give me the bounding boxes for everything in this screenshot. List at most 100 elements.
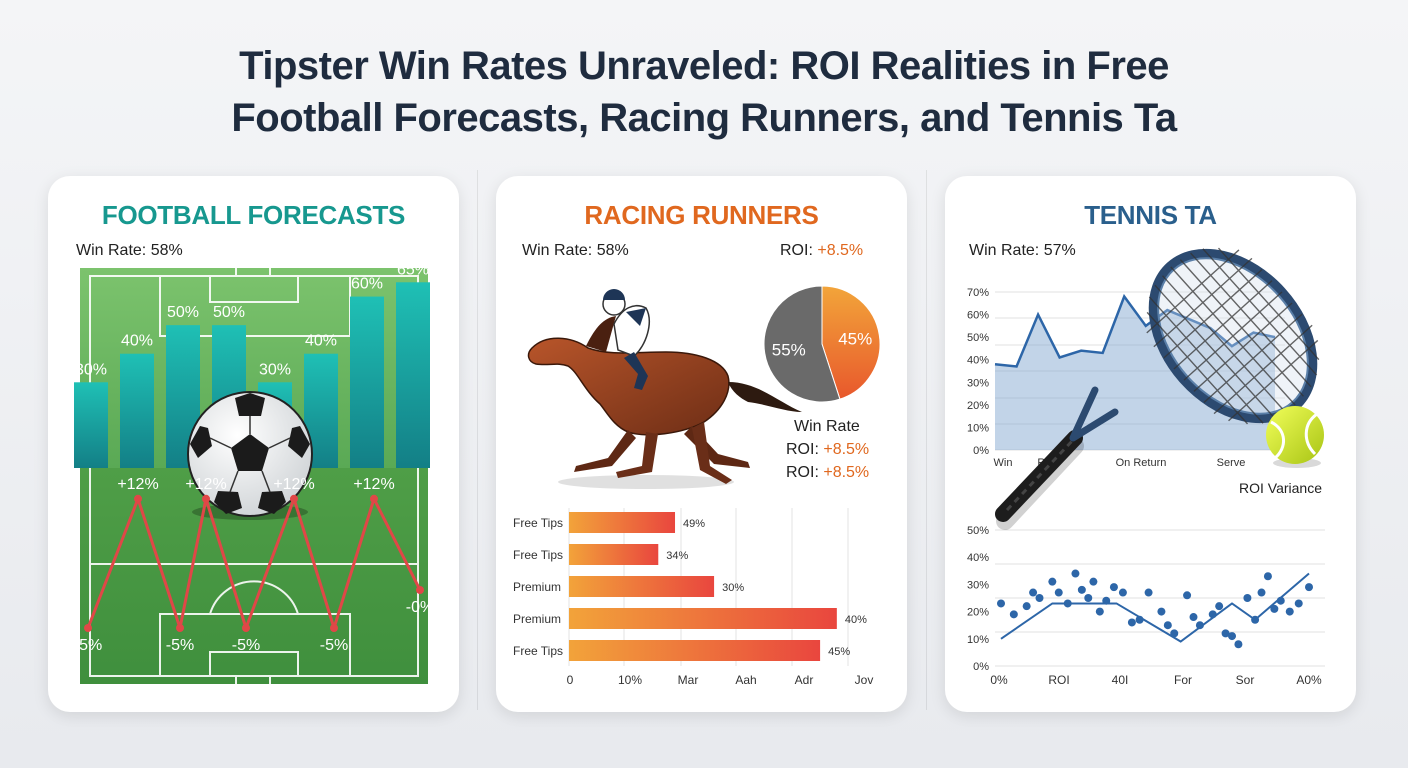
racing-title: RACING RUNNERS [584, 200, 819, 230]
tennis-scatter-y-tick: 0% [973, 661, 989, 673]
racing-x-tick: 10% [618, 673, 642, 687]
tennis-area-fill [995, 296, 1275, 450]
football-win-bar-label: 50% [213, 304, 245, 321]
tennis-scatter-x-tick: 40I [1112, 673, 1129, 687]
football-roi-point [176, 624, 184, 632]
football-roi-point [202, 494, 210, 503]
football-win-rate: Win Rate: 58% [76, 242, 183, 259]
football-win-bar-label: 30% [259, 361, 291, 378]
tennis-ball-icon [1266, 406, 1324, 468]
racing-bar-category: Free Tips [513, 548, 563, 562]
tennis-racket-icon [995, 247, 1320, 530]
tennis-scatter-point [1294, 599, 1303, 608]
tennis-scatter-point [1071, 569, 1080, 578]
football-win-bar [350, 296, 384, 468]
football-win-bar [396, 282, 430, 468]
tennis-scatter-point [1084, 594, 1093, 602]
tennis-scatter-point [1243, 594, 1252, 602]
tennis-scatter-point [1228, 632, 1236, 641]
tennis-scatter-point [1048, 577, 1057, 586]
racing-win-rate: Win Rate: 58% [522, 242, 629, 259]
tennis-scatter-point [1063, 599, 1072, 608]
racing-roi-line-1-value: +8.5% [823, 441, 870, 458]
racing-bar [569, 512, 676, 533]
tennis-scatter-point [1135, 615, 1144, 624]
racehorse-jockey-icon [527, 289, 802, 489]
football-win-bar [120, 353, 154, 468]
racing-bar [569, 544, 659, 565]
tennis-area-line [994, 293, 1276, 368]
football-roi-label: -0% [406, 599, 434, 616]
football-roi-point [290, 494, 298, 503]
racing-bar [569, 608, 837, 629]
tennis-scatter-point [1183, 591, 1192, 600]
tennis-scatter-point [1215, 602, 1224, 611]
football-roi-point [370, 494, 378, 503]
tennis-scatter-point [1054, 588, 1063, 597]
tennis-title: TENNIS TA [1084, 200, 1217, 230]
football-roi-label: -5% [320, 637, 348, 654]
tennis-scatter-point [1118, 588, 1127, 597]
tennis-scatter-point [1009, 610, 1018, 619]
tennis-area-y-tick: 60% [967, 310, 989, 322]
tennis-area-y-tick: 30% [967, 377, 989, 389]
tennis-scatter-point [1102, 596, 1111, 605]
racing-bar-label: 30% [722, 582, 744, 594]
soccer-ball-icon [187, 391, 313, 520]
tennis-scatter-grid [995, 529, 1325, 667]
tennis-scatter-point [1221, 629, 1230, 638]
football-roi-label: +12% [353, 476, 394, 493]
football-roi-label: -5% [232, 637, 260, 654]
tennis-scatter-point [1127, 618, 1136, 627]
tennis-scatter-point [1251, 615, 1260, 624]
page-title-line-2: Football Forecasts, Racing Runners, and … [231, 96, 1177, 140]
racing-roi-line-2: ROI: +8.5% [786, 464, 869, 482]
football-win-bar-label: 65% [397, 261, 429, 278]
tennis-trend-line [1000, 572, 1310, 643]
football-chart: 30% 40% 50% 50% 30% 40% 60% 65% -5% +12% -5% +12% -… [74, 259, 434, 693]
football-roi-point [242, 624, 250, 632]
racing-pie-label: 45% [838, 330, 872, 349]
tennis-scatter-point [1305, 583, 1313, 592]
football-win-bar-label: 40% [305, 333, 337, 350]
tennis-scatter-point [1263, 572, 1272, 581]
tennis-area-grid [995, 291, 1285, 451]
tennis-scatter-point [1109, 583, 1118, 592]
tennis-chart: 0%10%20%30%40%50%60%70%WinRateOn ReturnS… [967, 247, 1325, 687]
tennis-scatter-y-tick: 20% [967, 607, 989, 619]
racing-x-tick: Adr [795, 673, 814, 687]
tennis-area-y-tick: 70% [967, 287, 989, 299]
racing-roi-line-2-value: +8.5% [823, 464, 870, 481]
tennis-scatter-point [1208, 610, 1217, 619]
racing-roi-label: ROI: [780, 242, 813, 259]
racing-bar-label: 40% [845, 614, 867, 626]
tennis-win-rate: Win Rate: 57% [969, 242, 1076, 259]
tennis-scatter-point [1170, 629, 1179, 638]
tennis-scatter-y-tick: 50% [967, 525, 989, 537]
tennis-scatter-point [1270, 604, 1279, 613]
tennis-scatter-point [997, 599, 1005, 608]
tennis-area-x-tick: Serve [1217, 457, 1246, 469]
racing-pie-slice [763, 285, 841, 403]
football-win-bar-label: 50% [167, 304, 199, 321]
tennis-scatter-point [1095, 607, 1104, 616]
racing-bar-category: Premium [513, 580, 561, 594]
racing-pie-slice [821, 285, 881, 400]
racing-pie-label: 55% [772, 340, 806, 359]
racing-x-tick: Aah [735, 673, 756, 687]
racing-bar-label: 49% [683, 518, 705, 530]
football-win-bar-label: 40% [121, 333, 153, 350]
tennis-area-x-tick: Win [994, 457, 1013, 469]
tennis-area-y-tick: 50% [967, 332, 989, 344]
tennis-scatter-point [1144, 588, 1153, 597]
tennis-scatter-point [1234, 640, 1243, 649]
panel-divider [926, 170, 927, 710]
football-roi-label: -5% [74, 637, 102, 654]
football-roi-point [416, 586, 424, 594]
tennis-scatter-point [1195, 621, 1204, 630]
tennis-scatter-point [1089, 577, 1098, 586]
racing-bar-category: Free Tips [513, 516, 563, 530]
tennis-scatter-point [1285, 607, 1294, 616]
football-card: 30% 40% 50% 50% 30% 40% 60% 65% -5% +12% -5% +12% -… [48, 176, 459, 712]
tennis-scatter-point [1163, 621, 1172, 630]
